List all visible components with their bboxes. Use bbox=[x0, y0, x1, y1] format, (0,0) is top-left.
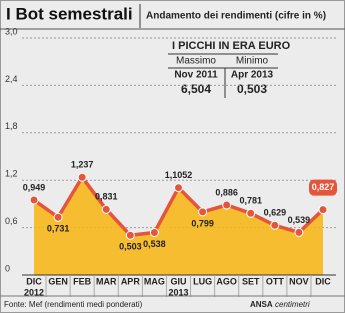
label-box bbox=[309, 179, 337, 196]
point bbox=[77, 172, 87, 182]
value-label: 0,503 bbox=[119, 242, 142, 252]
value-label: 0,781 bbox=[239, 196, 262, 206]
x-tick-label: NOV bbox=[289, 276, 309, 286]
y-tick-label: 0,6 bbox=[5, 216, 18, 226]
x-tick-label: OTT bbox=[266, 276, 284, 286]
chart-title: I Bot semestrali bbox=[6, 4, 133, 23]
value-label: 0,538 bbox=[143, 239, 166, 249]
source: Fonte: Mef (rendimenti medi ponderati) bbox=[4, 300, 143, 309]
point bbox=[222, 200, 232, 210]
value-label: 1,1052 bbox=[165, 170, 193, 180]
year-label: 2013 bbox=[168, 287, 188, 297]
y-tick-label: 1,2 bbox=[5, 169, 18, 179]
y-tick-label: 1,8 bbox=[5, 121, 18, 131]
area bbox=[34, 177, 323, 275]
point bbox=[270, 220, 280, 230]
y-tick-label: 3,0 bbox=[5, 26, 18, 36]
point bbox=[101, 204, 111, 214]
credit: ANSA bbox=[250, 300, 273, 309]
point bbox=[53, 212, 63, 222]
value-label: 0,629 bbox=[264, 208, 287, 218]
value-label: 0,799 bbox=[191, 218, 214, 228]
value-label: 0,949 bbox=[23, 182, 46, 192]
point bbox=[318, 205, 328, 215]
x-tick-label: AGO bbox=[216, 276, 237, 286]
x-tick-label: DIC bbox=[315, 276, 331, 286]
inset-header: Minimo bbox=[236, 56, 269, 67]
point bbox=[149, 227, 159, 237]
chart-subtitle: Andamento dei rendimenti (cifre in %) bbox=[146, 11, 326, 22]
x-tick-label: GIU bbox=[170, 276, 186, 286]
point bbox=[198, 207, 208, 217]
x-tick-label: SET bbox=[242, 276, 260, 286]
x-tick-label: GEN bbox=[48, 276, 68, 286]
y-tick-label: 0 bbox=[5, 263, 10, 273]
year-label: 2012 bbox=[24, 287, 44, 297]
inset-value: 0,503 bbox=[237, 82, 267, 96]
inset: I PICCHI IN ERA EURO Massimo Minimo Nov … bbox=[168, 40, 291, 98]
x-tick-label: MAR bbox=[96, 276, 117, 286]
y-tick-label: 2,4 bbox=[5, 74, 18, 84]
value-label: 0,827 bbox=[312, 182, 335, 192]
value-label: 0,886 bbox=[215, 187, 238, 197]
x-tick-label: FEB bbox=[73, 276, 92, 286]
credit: centimetri bbox=[275, 300, 310, 309]
value-label: 0,731 bbox=[47, 224, 70, 234]
point bbox=[174, 183, 183, 193]
x-tick-label: MAG bbox=[144, 276, 165, 286]
x-tick-label: LUG bbox=[193, 276, 212, 286]
inset-title: I PICCHI IN ERA EURO bbox=[172, 40, 291, 52]
value-label: 1,237 bbox=[71, 160, 94, 170]
inset-date: Nov 2011 bbox=[174, 70, 218, 81]
plot: 0 0,6 1,2 1,8 2,4 3,0 0,949 0,731 1,237 0,831 0,50… bbox=[5, 26, 337, 297]
value-label: 0,831 bbox=[95, 192, 118, 202]
point bbox=[294, 227, 304, 237]
point bbox=[246, 208, 256, 218]
inset-value: 6,504 bbox=[181, 82, 211, 96]
x-tick-label: APR bbox=[121, 276, 141, 286]
inset-date: Apr 2013 bbox=[231, 70, 274, 81]
x-tick-label: DIC bbox=[26, 276, 42, 286]
point bbox=[125, 230, 135, 240]
inset-header: Massimo bbox=[176, 56, 216, 67]
value-label: 0,539 bbox=[288, 215, 311, 225]
point bbox=[29, 195, 39, 205]
